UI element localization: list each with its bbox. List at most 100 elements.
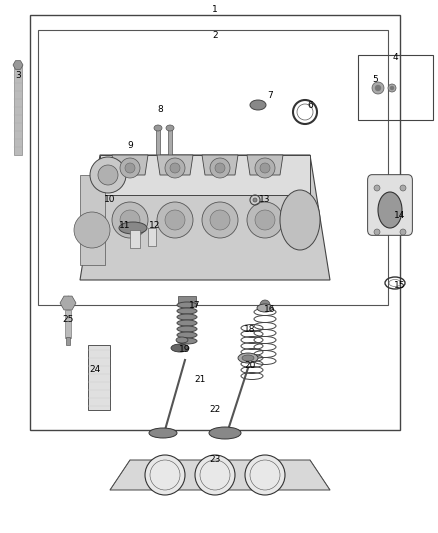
Ellipse shape bbox=[145, 455, 185, 495]
Text: 15: 15 bbox=[394, 280, 406, 289]
Polygon shape bbox=[157, 155, 193, 175]
Ellipse shape bbox=[400, 185, 406, 191]
Polygon shape bbox=[247, 155, 283, 175]
Text: 6: 6 bbox=[307, 101, 313, 109]
Ellipse shape bbox=[255, 158, 275, 178]
Text: 3: 3 bbox=[15, 70, 21, 79]
Ellipse shape bbox=[388, 84, 396, 92]
Text: 7: 7 bbox=[267, 91, 273, 100]
Ellipse shape bbox=[74, 212, 110, 248]
Ellipse shape bbox=[90, 157, 126, 193]
Polygon shape bbox=[13, 61, 23, 69]
Text: 21: 21 bbox=[194, 376, 206, 384]
Ellipse shape bbox=[374, 229, 380, 235]
Text: 16: 16 bbox=[264, 305, 276, 314]
Ellipse shape bbox=[257, 304, 273, 312]
Ellipse shape bbox=[125, 163, 135, 173]
Ellipse shape bbox=[253, 198, 257, 202]
Text: 9: 9 bbox=[127, 141, 133, 149]
Text: 12: 12 bbox=[149, 221, 161, 230]
Ellipse shape bbox=[374, 185, 380, 191]
Text: 18: 18 bbox=[244, 326, 256, 335]
Ellipse shape bbox=[210, 210, 230, 230]
Ellipse shape bbox=[120, 210, 140, 230]
Ellipse shape bbox=[245, 455, 285, 495]
Bar bbox=[130, 230, 140, 248]
Bar bbox=[80, 175, 105, 265]
Polygon shape bbox=[100, 155, 310, 195]
Ellipse shape bbox=[154, 125, 162, 131]
Ellipse shape bbox=[378, 192, 402, 228]
Bar bbox=[38, 30, 388, 305]
Bar bbox=[88, 345, 110, 410]
Text: 25: 25 bbox=[62, 316, 74, 325]
Ellipse shape bbox=[177, 326, 197, 332]
Ellipse shape bbox=[177, 338, 197, 344]
Ellipse shape bbox=[157, 202, 193, 238]
Text: 17: 17 bbox=[189, 301, 201, 310]
Ellipse shape bbox=[166, 125, 174, 131]
Ellipse shape bbox=[176, 337, 188, 343]
Ellipse shape bbox=[165, 158, 185, 178]
Text: 2: 2 bbox=[212, 30, 218, 39]
Ellipse shape bbox=[177, 308, 197, 314]
Bar bbox=[66, 337, 70, 345]
Ellipse shape bbox=[247, 202, 283, 238]
Ellipse shape bbox=[260, 163, 270, 173]
Text: 5: 5 bbox=[372, 76, 378, 85]
Text: 14: 14 bbox=[394, 211, 406, 220]
Text: 11: 11 bbox=[119, 221, 131, 230]
Text: 1: 1 bbox=[212, 5, 218, 14]
Ellipse shape bbox=[372, 82, 384, 94]
Polygon shape bbox=[110, 460, 330, 490]
Ellipse shape bbox=[202, 202, 238, 238]
Bar bbox=[30, 15, 400, 430]
Bar bbox=[14, 65, 22, 155]
Ellipse shape bbox=[238, 353, 258, 363]
Ellipse shape bbox=[119, 222, 147, 234]
Bar bbox=[168, 128, 172, 155]
Ellipse shape bbox=[171, 344, 189, 352]
Text: 24: 24 bbox=[89, 366, 101, 375]
Ellipse shape bbox=[390, 86, 394, 90]
Ellipse shape bbox=[177, 320, 197, 326]
Ellipse shape bbox=[250, 100, 266, 110]
Ellipse shape bbox=[215, 163, 225, 173]
Ellipse shape bbox=[165, 210, 185, 230]
Text: 4: 4 bbox=[392, 53, 398, 62]
Text: 22: 22 bbox=[209, 406, 221, 415]
Ellipse shape bbox=[255, 210, 275, 230]
Text: 13: 13 bbox=[259, 196, 271, 205]
Ellipse shape bbox=[170, 163, 180, 173]
Bar bbox=[178, 296, 196, 303]
Polygon shape bbox=[60, 296, 76, 310]
Ellipse shape bbox=[195, 455, 235, 495]
Ellipse shape bbox=[242, 355, 254, 361]
Polygon shape bbox=[80, 155, 330, 280]
Ellipse shape bbox=[177, 314, 197, 320]
Ellipse shape bbox=[120, 158, 140, 178]
Bar bbox=[148, 228, 156, 246]
Bar bbox=[65, 310, 71, 338]
Ellipse shape bbox=[400, 229, 406, 235]
Ellipse shape bbox=[260, 300, 270, 310]
Ellipse shape bbox=[98, 165, 118, 185]
FancyBboxPatch shape bbox=[367, 175, 413, 236]
Text: 20: 20 bbox=[244, 360, 256, 369]
Ellipse shape bbox=[280, 190, 320, 250]
Polygon shape bbox=[202, 155, 238, 175]
Bar bbox=[156, 128, 160, 155]
Text: 19: 19 bbox=[179, 345, 191, 354]
Polygon shape bbox=[112, 155, 148, 175]
Ellipse shape bbox=[177, 332, 197, 338]
Text: 8: 8 bbox=[157, 106, 163, 115]
Ellipse shape bbox=[112, 202, 148, 238]
Ellipse shape bbox=[375, 85, 381, 91]
Ellipse shape bbox=[209, 427, 241, 439]
Ellipse shape bbox=[210, 158, 230, 178]
Ellipse shape bbox=[177, 302, 197, 308]
Bar bbox=[358, 55, 433, 120]
Ellipse shape bbox=[149, 428, 177, 438]
Text: 10: 10 bbox=[104, 196, 116, 205]
Text: 23: 23 bbox=[209, 456, 221, 464]
